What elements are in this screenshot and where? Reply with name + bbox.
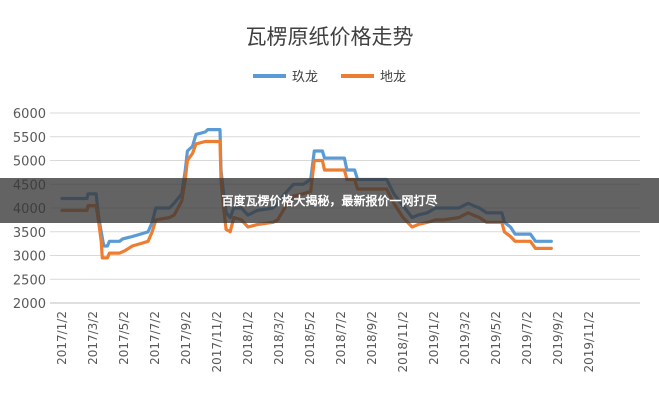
- x-tick-label: 2017/11/2: [210, 311, 224, 373]
- y-tick-label: 2000: [13, 297, 46, 312]
- x-tick-label: 2018/3/2: [272, 311, 286, 365]
- x-tick-label: 2017/9/2: [179, 311, 193, 365]
- x-tick-label: 2017/3/2: [86, 311, 100, 365]
- x-tick-label: 2018/5/2: [303, 311, 317, 365]
- x-tick-label: 2019/3/2: [458, 311, 472, 365]
- x-tick-label: 2019/1/2: [427, 311, 441, 365]
- banner-text: 百度瓦楞价格大揭秘，最新报价一网打尽: [221, 194, 438, 208]
- x-tick-label: 2019/7/2: [520, 311, 534, 365]
- y-tick-label: 3500: [13, 226, 46, 241]
- x-tick-label: 2018/11/2: [396, 311, 410, 373]
- x-tick-label: 2017/5/2: [117, 311, 131, 365]
- y-tick-label: 3000: [13, 250, 46, 265]
- chart-title: 瓦楞原纸价格走势: [246, 25, 414, 49]
- legend-label-1: 地龙: [380, 70, 406, 85]
- x-tick-label: 2018/9/2: [365, 311, 379, 365]
- y-tick-label: 2500: [13, 273, 46, 288]
- x-tick-label: 2019/9/2: [551, 311, 565, 365]
- x-tick-label: 2018/7/2: [334, 311, 348, 365]
- y-tick-label: 6000: [13, 107, 46, 122]
- y-tick-label: 5500: [13, 131, 46, 146]
- x-tick-label: 2019/11/2: [582, 311, 596, 373]
- legend-label-0: 玖龙: [292, 69, 318, 85]
- x-tick-label: 2018/1/2: [241, 311, 255, 365]
- x-tick-label: 2017/7/2: [148, 311, 162, 365]
- x-tick-label: 2017/1/2: [55, 311, 69, 365]
- x-tick-label: 2019/5/2: [489, 311, 503, 365]
- y-tick-label: 5000: [13, 155, 46, 170]
- overlay-banner[interactable]: 百度瓦楞价格大揭秘，最新报价一网打尽: [0, 178, 659, 223]
